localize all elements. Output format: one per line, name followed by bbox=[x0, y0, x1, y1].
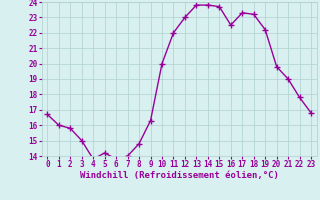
X-axis label: Windchill (Refroidissement éolien,°C): Windchill (Refroidissement éolien,°C) bbox=[80, 171, 279, 180]
